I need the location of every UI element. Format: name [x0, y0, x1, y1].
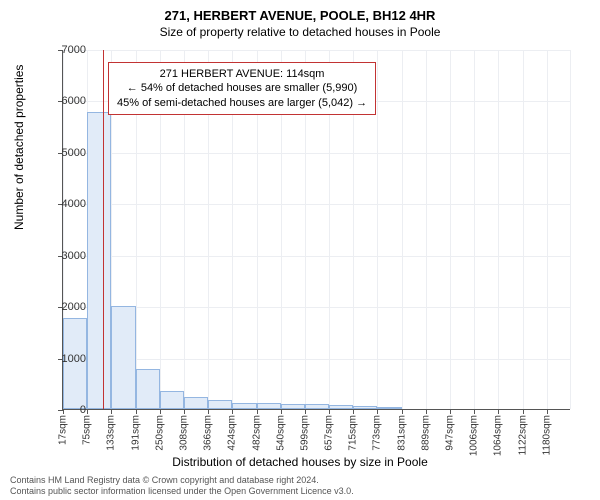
xtick-mark [160, 409, 161, 414]
xtick-label: 133sqm [106, 415, 117, 451]
xtick-mark [305, 409, 306, 414]
histogram-bar [111, 306, 135, 409]
xtick-mark [377, 409, 378, 414]
ytick-label: 2000 [46, 301, 86, 313]
xtick-mark [426, 409, 427, 414]
chart-area: 17sqm75sqm133sqm191sqm250sqm308sqm366sqm… [62, 50, 570, 410]
gridline-v [498, 50, 499, 409]
histogram-bar [257, 403, 281, 409]
gridline-h [63, 50, 570, 51]
annotation-line3: 45% of semi-detached houses are larger (… [117, 96, 367, 110]
x-axis-label: Distribution of detached houses by size … [0, 455, 600, 469]
histogram-bar [377, 407, 401, 409]
xtick-mark [184, 409, 185, 414]
xtick-label: 1064sqm [493, 415, 504, 456]
footer-line2: Contains public sector information licen… [10, 486, 354, 497]
histogram-bar [160, 391, 184, 409]
xtick-mark [329, 409, 330, 414]
gridline-v [402, 50, 403, 409]
xtick-label: 1180sqm [541, 415, 552, 455]
xtick-label: 482sqm [251, 415, 262, 451]
gridline-v [570, 50, 571, 409]
xtick-label: 17sqm [58, 415, 69, 445]
ytick-label: 0 [46, 404, 86, 416]
xtick-mark [87, 409, 88, 414]
annotation-line1: 271 HERBERT AVENUE: 114sqm [117, 67, 367, 81]
histogram-bar [87, 112, 111, 409]
histogram-bar [136, 369, 160, 409]
xtick-label: 773sqm [372, 415, 383, 451]
xtick-label: 947sqm [445, 415, 456, 451]
xtick-label: 1006sqm [469, 415, 480, 456]
chart-subtitle: Size of property relative to detached ho… [0, 23, 600, 39]
gridline-v [450, 50, 451, 409]
ytick-label: 6000 [46, 95, 86, 107]
footer-line1: Contains HM Land Registry data © Crown c… [10, 475, 354, 486]
histogram-bar [184, 397, 208, 409]
xtick-label: 657sqm [324, 415, 335, 451]
ytick-label: 7000 [46, 44, 86, 56]
xtick-mark [208, 409, 209, 414]
xtick-label: 250sqm [154, 415, 165, 451]
xtick-label: 715sqm [348, 415, 359, 451]
footer-text: Contains HM Land Registry data © Crown c… [10, 475, 354, 497]
xtick-mark [523, 409, 524, 414]
gridline-h [63, 153, 570, 154]
xtick-mark [474, 409, 475, 414]
xtick-label: 366sqm [203, 415, 214, 451]
xtick-mark [547, 409, 548, 414]
ytick-label: 5000 [46, 147, 86, 159]
annotation-line2: ← 54% of detached houses are smaller (5,… [117, 81, 367, 95]
ytick-label: 1000 [46, 353, 86, 365]
xtick-label: 540sqm [275, 415, 286, 451]
gridline-v [547, 50, 548, 409]
xtick-mark [136, 409, 137, 414]
xtick-label: 424sqm [227, 415, 238, 451]
gridline-v [474, 50, 475, 409]
xtick-mark [257, 409, 258, 414]
histogram-bar [329, 405, 353, 409]
histogram-bar [208, 400, 232, 409]
xtick-label: 889sqm [420, 415, 431, 451]
gridline-h [63, 307, 570, 308]
annotation-box: 271 HERBERT AVENUE: 114sqm← 54% of detac… [108, 62, 376, 115]
gridline-h [63, 256, 570, 257]
gridline-h [63, 204, 570, 205]
ytick-label: 3000 [46, 250, 86, 262]
xtick-mark [281, 409, 282, 414]
histogram-bar [305, 404, 329, 409]
xtick-label: 599sqm [299, 415, 310, 451]
histogram-bar [281, 404, 305, 409]
gridline-h [63, 359, 570, 360]
ytick-label: 4000 [46, 198, 86, 210]
gridline-v [426, 50, 427, 409]
gridline-v [377, 50, 378, 409]
xtick-label: 308sqm [178, 415, 189, 451]
xtick-mark [111, 409, 112, 414]
plot-area: 17sqm75sqm133sqm191sqm250sqm308sqm366sqm… [62, 50, 570, 410]
histogram-bar [232, 403, 256, 409]
chart-title: 271, HERBERT AVENUE, POOLE, BH12 4HR [0, 0, 600, 23]
y-axis-label: Number of detached properties [12, 65, 26, 230]
xtick-mark [402, 409, 403, 414]
histogram-bar [353, 406, 377, 409]
reference-line [103, 50, 104, 409]
xtick-label: 831sqm [396, 415, 407, 451]
gridline-v [523, 50, 524, 409]
xtick-mark [353, 409, 354, 414]
xtick-mark [450, 409, 451, 414]
xtick-label: 1122sqm [517, 415, 528, 455]
xtick-label: 191sqm [130, 415, 141, 451]
xtick-mark [498, 409, 499, 414]
xtick-mark [232, 409, 233, 414]
xtick-label: 75sqm [82, 415, 93, 445]
